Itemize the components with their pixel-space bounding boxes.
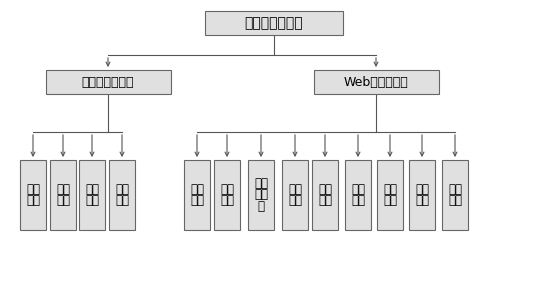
Text: 曲线: 曲线 — [351, 194, 365, 207]
Bar — [345, 160, 371, 230]
Text: 数据: 数据 — [115, 183, 129, 196]
Text: 查询: 查询 — [415, 183, 429, 196]
Text: 登录: 登录 — [190, 194, 204, 207]
Text: 参数: 参数 — [288, 183, 302, 196]
Text: 管理: 管理 — [26, 194, 40, 207]
Text: Web服务器程序: Web服务器程序 — [344, 76, 408, 88]
Text: 显示: 显示 — [318, 194, 332, 207]
Text: 数据: 数据 — [318, 183, 332, 196]
Text: 云平台系统功能: 云平台系统功能 — [245, 16, 303, 30]
Text: 用户: 用户 — [220, 183, 234, 196]
Text: 历史: 历史 — [351, 183, 365, 196]
Bar — [442, 160, 468, 230]
Bar — [50, 160, 76, 230]
Text: 管理: 管理 — [220, 194, 234, 207]
Text: 通信: 通信 — [56, 183, 70, 196]
Bar — [20, 160, 46, 230]
Text: 设定: 设定 — [288, 194, 302, 207]
Text: 操作: 操作 — [448, 183, 462, 196]
Text: 系统: 系统 — [26, 183, 40, 196]
Bar — [313, 70, 438, 94]
Bar — [377, 160, 403, 230]
Bar — [248, 160, 274, 230]
Bar — [282, 160, 308, 230]
Text: 应用服务器程序: 应用服务器程序 — [82, 76, 134, 88]
Text: 日志: 日志 — [448, 194, 462, 207]
Text: 报警: 报警 — [383, 183, 397, 196]
Text: 通信: 通信 — [85, 194, 99, 207]
Bar — [45, 70, 170, 94]
Text: 面: 面 — [258, 199, 265, 213]
Text: 配置: 配置 — [56, 194, 70, 207]
Text: 管理: 管理 — [383, 194, 397, 207]
Bar — [214, 160, 240, 230]
Bar — [79, 160, 105, 230]
Text: 数据: 数据 — [85, 183, 99, 196]
Bar — [312, 160, 338, 230]
Text: 可视: 可视 — [254, 178, 268, 191]
Text: 用户: 用户 — [190, 183, 204, 196]
Bar — [109, 160, 135, 230]
Text: 打印: 打印 — [415, 194, 429, 207]
Bar — [409, 160, 435, 230]
Bar — [205, 11, 343, 35]
Bar — [184, 160, 210, 230]
Text: 分发: 分发 — [115, 194, 129, 207]
Text: 化界: 化界 — [254, 189, 268, 201]
